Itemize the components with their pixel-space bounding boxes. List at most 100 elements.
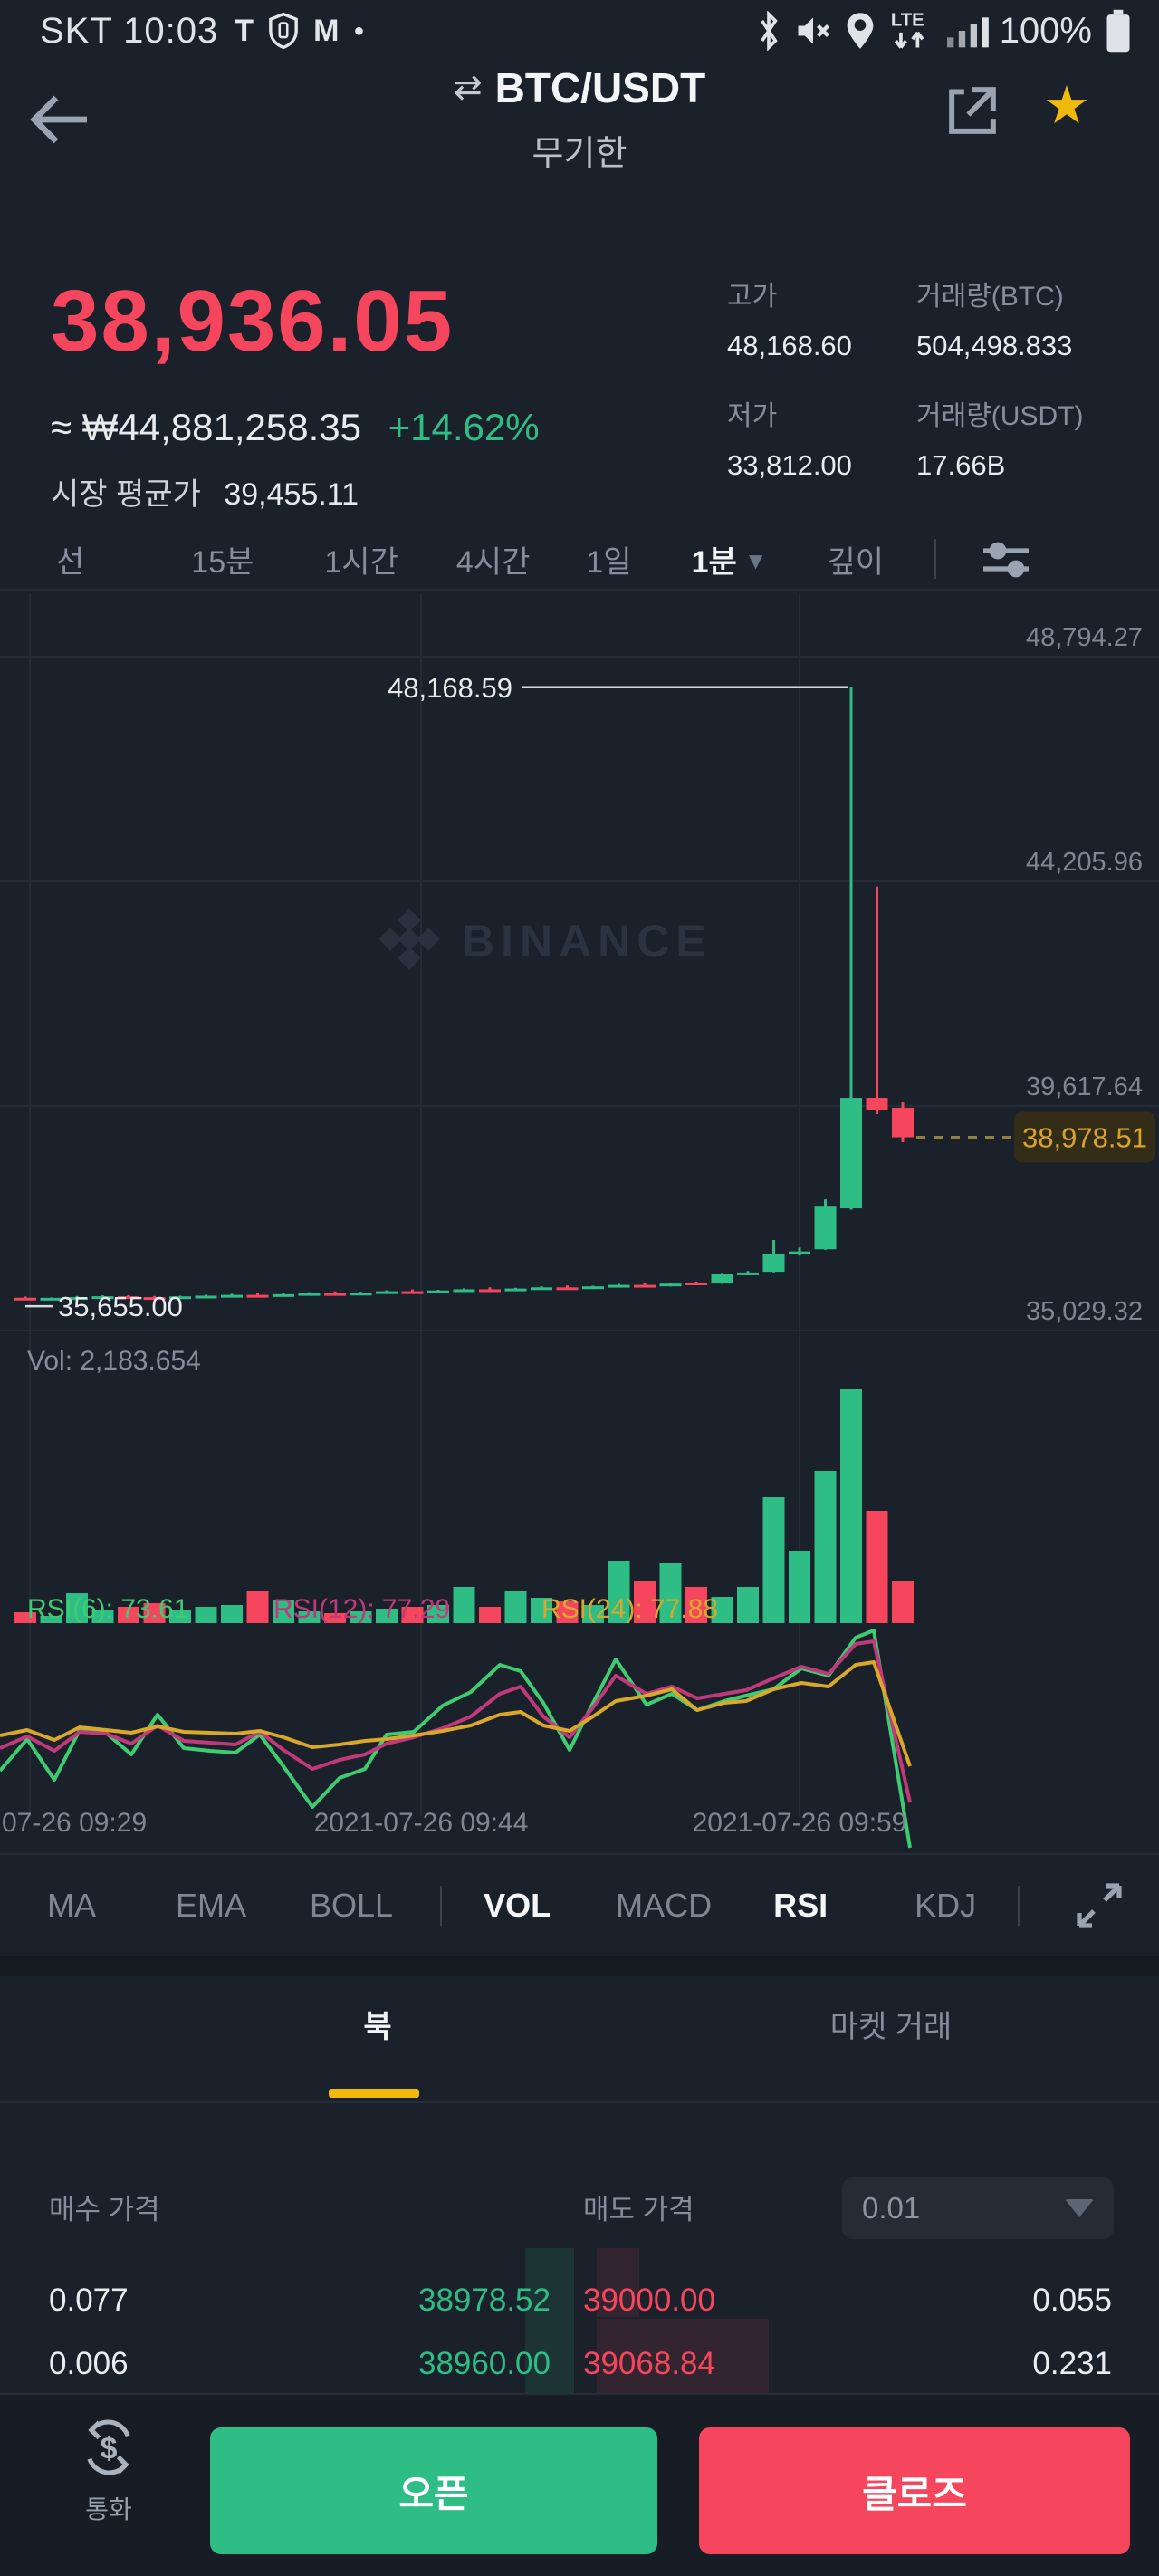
favorite-star-icon[interactable]: ★	[1043, 76, 1090, 135]
candle-body	[789, 1251, 810, 1254]
indicator-divider-1	[440, 1886, 443, 1926]
ticker-stats: 고가 거래량(BTC) 48,168.60 504,498.833 저가 거래량…	[727, 252, 1144, 482]
tab-ema[interactable]: EMA	[176, 1887, 247, 1924]
binance-watermark	[378, 908, 440, 970]
signal-icon	[946, 17, 989, 48]
order-book-row[interactable]: 0.006 38960.00 39068.84 0.231	[0, 2332, 1159, 2396]
candle-body	[118, 1296, 139, 1300]
last-price-badge[interactable]	[1014, 1111, 1155, 1163]
battery-icon	[1106, 9, 1130, 53]
chevron-down-icon: ▼	[743, 546, 768, 574]
volume-bar	[273, 1600, 294, 1623]
volume-bar	[14, 1612, 36, 1623]
lte-icon: LTE	[891, 10, 924, 49]
ask-price[interactable]: 39068.84	[583, 2346, 715, 2381]
candle-body	[504, 1288, 527, 1292]
vol-usdt-value: 17.66B	[916, 449, 1006, 481]
volume-bar	[892, 1581, 914, 1623]
fiat-equivalent: ≈ ₩44,881,258.35 +14.62%	[51, 406, 540, 449]
back-button[interactable]	[27, 92, 91, 147]
pair-title-wrap[interactable]: ⇄ BTC/USDT 무기한	[0, 63, 1159, 175]
tab-ma[interactable]: MA	[47, 1887, 96, 1924]
tab-order-book[interactable]: 북	[363, 2010, 392, 2044]
volume-bar	[195, 1607, 217, 1623]
tab-depth[interactable]: 깊이	[827, 544, 885, 580]
bid-price[interactable]: 38960.00	[418, 2346, 551, 2381]
interval-tabs: 선 15분 1시간 4시간 1일 1분 ▼ 깊이	[0, 529, 1159, 591]
mark-price-label: 시장 평균가	[51, 477, 201, 512]
tab-macd[interactable]: MACD	[616, 1887, 713, 1924]
tab-1d[interactable]: 1일	[586, 544, 632, 580]
tick-size-dropdown[interactable]: 0.01	[842, 2177, 1114, 2239]
tab-1m-selected[interactable]: 1분 ▼	[691, 544, 768, 580]
candlestick-chart[interactable]: BINANCE 48,794.27 44,205.96 39,617.64 35,029…	[0, 593, 1159, 1852]
tabs-divider	[934, 539, 937, 579]
order-book-row[interactable]: 0.077 38978.52 39000.00 0.055	[0, 2269, 1159, 2332]
volume-bar	[376, 1609, 398, 1623]
candle-body	[376, 1291, 398, 1294]
chart-settings-icon[interactable]	[980, 536, 1032, 582]
tab-market-trades[interactable]: 마켓 거래	[829, 2010, 953, 2044]
rsi6-line	[0, 1629, 912, 1849]
rsi12-line	[0, 1639, 912, 1803]
low-annotation: 35,655.00	[58, 1291, 183, 1322]
candle-body	[14, 1297, 36, 1301]
pair-title: BTC/USDT	[494, 64, 706, 111]
status-bar: SKT 10:03 T M ● LTE 100%	[0, 0, 1159, 56]
currency-toggle[interactable]: $ 통화	[63, 2415, 154, 2526]
chart-area[interactable]: BINANCE 48,794.27 44,205.96 39,617.64 35,029…	[0, 593, 1159, 1852]
fullscreen-icon[interactable]	[1076, 1882, 1123, 1929]
bid-qty: 0.006	[49, 2346, 129, 2381]
candle-body	[91, 1296, 114, 1300]
volume-bar	[298, 1611, 321, 1623]
rsi24-line	[0, 1660, 912, 1767]
swap-pair-icon[interactable]: ⇄	[453, 69, 483, 107]
volume-bar	[556, 1601, 579, 1623]
candle-body	[866, 1098, 888, 1110]
buy-price-header: 매수 가격	[49, 2194, 160, 2225]
trade-footer: $ 통화 오픈 클로즈	[0, 2393, 1159, 2576]
candle-body	[298, 1293, 321, 1296]
volume-bar	[246, 1591, 269, 1623]
x-axis-label: 2021-07-26 09:59	[693, 1808, 907, 1838]
close-position-button[interactable]: 클로즈	[699, 2427, 1130, 2554]
gmail-icon: M	[313, 13, 340, 48]
volume-bar	[91, 1610, 114, 1623]
open-position-button[interactable]: 오픈	[210, 2427, 657, 2554]
tab-boll[interactable]: BOLL	[310, 1887, 394, 1924]
volume-bar	[324, 1613, 346, 1623]
tab-rsi[interactable]: RSI	[773, 1887, 829, 1924]
candle-body	[195, 1295, 217, 1299]
bid-qty: 0.077	[49, 2283, 129, 2318]
currency-label: 통화	[85, 2495, 132, 2523]
notification-dot-icon: ●	[353, 20, 365, 41]
rsi-label: RSI(24): 77.88	[541, 1594, 718, 1624]
high-label: 고가	[727, 282, 778, 312]
ask-depth-bar-1	[597, 2248, 639, 2317]
carrier-time: SKT 10:03	[40, 10, 219, 51]
share-icon[interactable]	[943, 82, 1001, 139]
candle-body	[143, 1297, 166, 1301]
candle-body	[892, 1108, 914, 1138]
candle-body	[531, 1287, 552, 1291]
sell-price-header: 매도 가격	[583, 2194, 694, 2225]
tab-4h[interactable]: 4시간	[455, 544, 531, 580]
svg-text:$: $	[101, 2432, 118, 2466]
bid-price[interactable]: 38978.52	[418, 2283, 551, 2318]
tick-size-value: 0.01	[862, 2191, 921, 2225]
indicator-divider-2	[1018, 1886, 1020, 1926]
tab-kdj[interactable]: KDJ	[915, 1887, 977, 1924]
candle-body	[246, 1294, 269, 1298]
ask-price[interactable]: 39000.00	[583, 2283, 715, 2318]
tab-line[interactable]: 선	[56, 544, 85, 580]
tab-1h[interactable]: 1시간	[324, 544, 398, 580]
tab-vol[interactable]: VOL	[484, 1887, 551, 1924]
volume-bar	[737, 1587, 759, 1623]
candle-body	[479, 1289, 501, 1293]
tab-15m[interactable]: 15분	[191, 544, 254, 580]
volume-bar	[814, 1471, 837, 1623]
candle-body	[762, 1254, 785, 1273]
notification-icons: T M ●	[235, 13, 364, 49]
volume-bar	[350, 1611, 372, 1623]
vol-btc-label: 거래량(BTC)	[916, 282, 1064, 312]
